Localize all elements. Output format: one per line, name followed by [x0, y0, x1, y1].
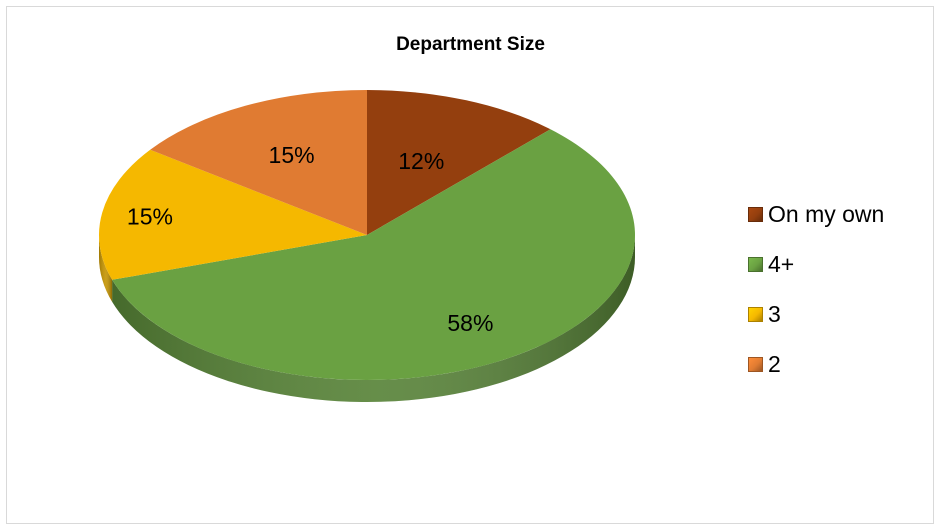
pie-slice-3: [99, 149, 367, 280]
legend-label: 2: [768, 351, 781, 377]
legend-label: On my own: [768, 201, 885, 227]
legend-label: 3: [768, 301, 781, 327]
legend-swatch: [748, 357, 763, 372]
data-label-4-plus: 58%: [447, 310, 493, 336]
data-label-on-my-own: 12%: [398, 148, 444, 174]
legend-swatch: [748, 207, 763, 222]
legend-label: 4+: [768, 251, 795, 277]
chart-title: Department Size: [396, 34, 545, 55]
pie-side-shading: [99, 235, 113, 302]
data-label-2: 15%: [269, 142, 315, 168]
data-label-3: 15%: [127, 203, 173, 229]
legend-swatch: [748, 307, 763, 322]
pie-slice-2: [150, 90, 367, 235]
pie-sides: [99, 235, 636, 402]
pie-side-shading: [112, 235, 636, 402]
pie-slice-4-plus: [112, 129, 636, 381]
pie-slice-on-my-own: [367, 90, 551, 235]
legend-swatch: [748, 257, 763, 272]
